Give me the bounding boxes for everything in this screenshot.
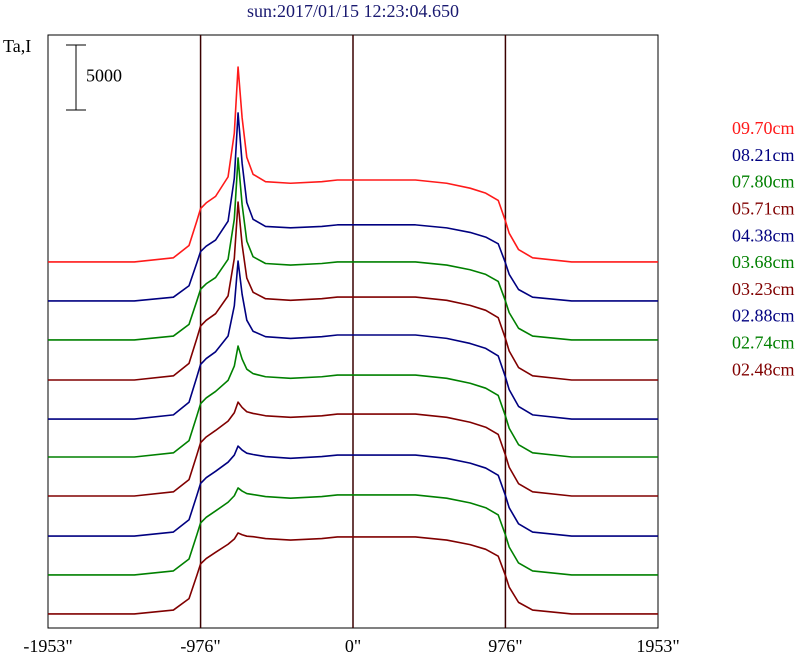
series-line xyxy=(48,66,658,263)
scale-bar-label: 5000 xyxy=(86,66,122,86)
series-line xyxy=(48,532,658,615)
series-line xyxy=(48,112,658,302)
legend-label: 07.80cm xyxy=(732,172,795,192)
legend-label: 05.71cm xyxy=(732,199,795,219)
x-tick-label: -1953" xyxy=(23,636,72,656)
legend-label: 02.74cm xyxy=(732,333,795,353)
series-line xyxy=(48,401,658,497)
legend-label: 02.48cm xyxy=(732,359,795,379)
legend-label: 03.68cm xyxy=(732,252,795,272)
x-tick-label: 0" xyxy=(345,636,361,656)
series-line xyxy=(48,201,658,381)
legend-label: 09.70cm xyxy=(732,118,795,138)
series-line xyxy=(48,445,658,537)
x-tick-label: 976" xyxy=(488,636,522,656)
series-line xyxy=(48,487,658,576)
series-line xyxy=(48,157,658,341)
series-line xyxy=(48,345,658,458)
legend-label: 03.23cm xyxy=(732,279,795,299)
x-tick-label: 1953" xyxy=(636,636,679,656)
series-line xyxy=(48,260,658,420)
legend-label: 02.88cm xyxy=(732,306,795,326)
x-tick-label: -976" xyxy=(180,636,220,656)
y-axis-label: Ta,I xyxy=(3,36,31,56)
legend-label: 04.38cm xyxy=(732,225,795,245)
chart-title: sun:2017/01/15 12:23:04.650 xyxy=(247,1,459,21)
legend-label: 08.21cm xyxy=(732,145,795,165)
